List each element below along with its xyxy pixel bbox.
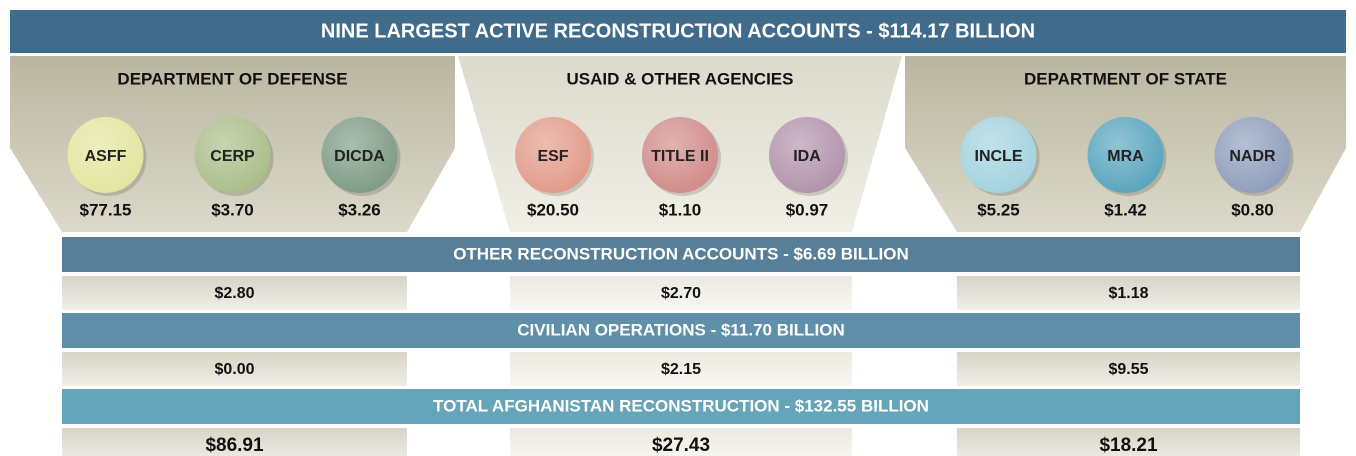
section-value: $2.15 bbox=[661, 361, 701, 378]
account-name: IDA bbox=[793, 148, 821, 165]
header-title: NINE LARGEST ACTIVE RECONSTRUCTION ACCOU… bbox=[321, 20, 1035, 42]
section-value: $18.21 bbox=[1099, 435, 1158, 456]
account-value: $77.15 bbox=[80, 200, 132, 219]
section-cell bbox=[957, 352, 1300, 386]
section-value: $27.43 bbox=[652, 435, 710, 456]
account-shine bbox=[769, 117, 845, 193]
account-shine bbox=[960, 117, 1037, 193]
section-title: TOTAL AFGHANISTAN RECONSTRUCTION - $132.… bbox=[433, 396, 929, 415]
account-name: INCLE bbox=[975, 148, 1023, 165]
account-value: $1.42 bbox=[1104, 200, 1147, 219]
agency-name: USAID & OTHER AGENCIES bbox=[566, 69, 793, 88]
section-cell bbox=[957, 428, 1300, 456]
section-value: $1.18 bbox=[1108, 285, 1148, 302]
section-value: $86.91 bbox=[205, 435, 264, 456]
section-cell bbox=[62, 276, 407, 310]
account-name: ASFF bbox=[85, 148, 127, 165]
account-name: DICDA bbox=[334, 148, 385, 165]
account-value: $20.50 bbox=[527, 200, 579, 219]
agency-name: DEPARTMENT OF STATE bbox=[1024, 69, 1227, 88]
account-shine bbox=[194, 117, 271, 193]
section-cell bbox=[957, 276, 1300, 310]
section-band bbox=[62, 389, 1300, 424]
account-shine bbox=[321, 117, 398, 193]
section-cell bbox=[510, 276, 852, 310]
account-shine bbox=[67, 117, 144, 193]
section-band bbox=[62, 237, 1300, 272]
section-title: CIVILIAN OPERATIONS - $11.70 BILLION bbox=[517, 320, 844, 339]
account-name: TITLE II bbox=[651, 148, 709, 165]
account-name: CERP bbox=[210, 148, 255, 165]
account-name: MRA bbox=[1107, 148, 1144, 165]
section-cell bbox=[510, 428, 852, 456]
account-name: ESF bbox=[537, 148, 568, 165]
account-name: NADR bbox=[1229, 148, 1276, 165]
section-cell bbox=[62, 428, 407, 456]
account-value: $3.26 bbox=[338, 200, 381, 219]
account-value: $3.70 bbox=[211, 200, 254, 219]
account-shine bbox=[642, 117, 718, 193]
section-value: $9.55 bbox=[1108, 361, 1148, 378]
account-shine bbox=[1087, 117, 1164, 193]
section-title: OTHER RECONSTRUCTION ACCOUNTS - $6.69 BI… bbox=[453, 244, 909, 263]
section-value: $2.80 bbox=[214, 285, 254, 302]
account-shine bbox=[515, 117, 591, 193]
section-cell bbox=[510, 352, 852, 386]
account-value: $0.97 bbox=[786, 200, 829, 219]
account-value: $0.80 bbox=[1231, 200, 1274, 219]
section-value: $0.00 bbox=[214, 361, 254, 378]
section-cell bbox=[62, 352, 407, 386]
header-band bbox=[10, 10, 1346, 53]
content: DEPARTMENT OF DEFENSE ASFF $77.15 CERP $3.70… bbox=[10, 56, 1346, 456]
account-shine bbox=[1214, 117, 1291, 193]
section-band bbox=[62, 313, 1300, 348]
account-value: $1.10 bbox=[659, 200, 702, 219]
section-value: $2.70 bbox=[661, 285, 701, 302]
agency-name: DEPARTMENT OF DEFENSE bbox=[117, 69, 347, 88]
account-value: $5.25 bbox=[977, 200, 1020, 219]
